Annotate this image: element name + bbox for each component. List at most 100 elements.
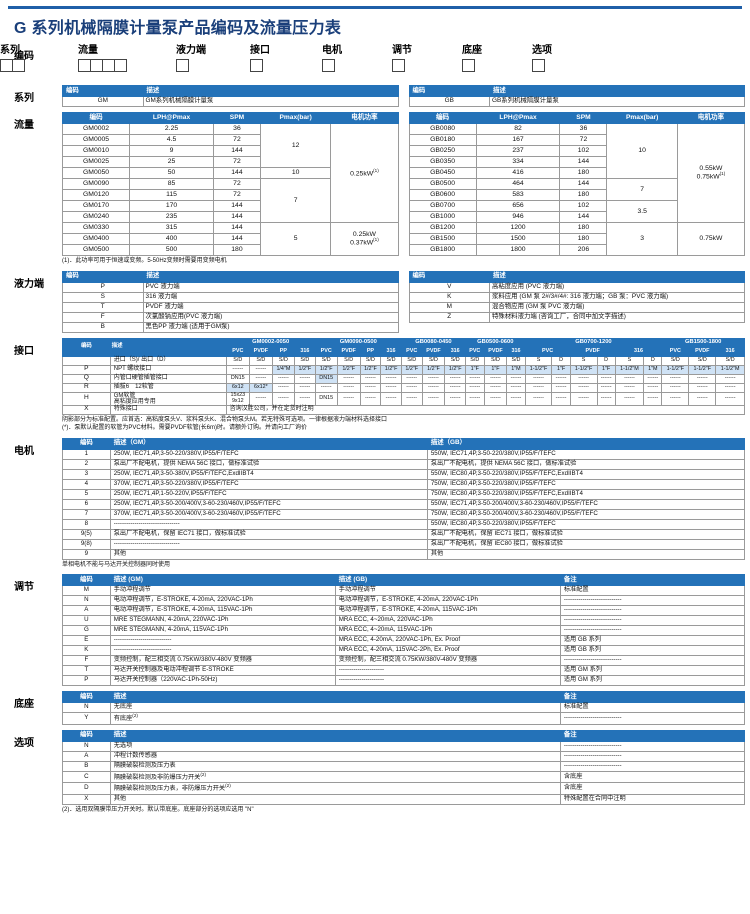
code-segment-label: 调节 [392,45,412,56]
cell-port-size: ------ [715,373,745,384]
code-segment-label: 接口 [250,45,270,56]
code-input-box[interactable] [322,59,335,72]
section-label-series: 系列 [14,93,34,104]
th-remark: 备注 [559,729,746,742]
options-footnote: (2)．选用双隔膜带压力开关时。默认带底座。底座部分的选项应选用 "N" [62,806,254,813]
cell-code: Y [62,712,111,725]
code-segment-label: 底座 [462,45,482,56]
cell-port-size: ------ [551,373,571,384]
th-material: 316 [294,346,316,357]
cell-sd: S/D [400,355,423,366]
cell-desc-gm: 电动冲程调节，E-STROKE, 4-20mA, 220VAC-1Ph [109,595,336,606]
table-row: GB1800 1800 206 [408,244,745,256]
cell-desc-gm: 电动冲程调节，E-STROKE, 4-20mA, 115VAC-1Ph [109,605,336,616]
cell-lph: 946 [475,211,561,223]
cell-port-size: ------ [359,391,382,406]
cell-port-size: ------ [506,382,526,393]
cell-spm: 36 [559,123,608,135]
cell-remark: 适用 GB 系列 [559,635,746,646]
cell-code: GM0330 [61,222,131,234]
adjust-table: 编码 描述 (GM) 描述 (GB) 备注 M 手动冲程调节 手动冲程调节 标准配置 N… [62,574,746,686]
code-segment-4: 电机 [322,41,342,72]
code-input-box[interactable] [392,59,405,72]
table-row: H GM软管 高粘度应用专用 15x23 9x12 ------ ------ ------ D… [62,391,745,406]
cell-code: 8 [62,518,111,530]
cell-desc: 黑色PP 液力端 (适用于GM泵) [142,321,399,333]
code-input-box[interactable] [114,59,127,72]
code-segment-label: 系列 [0,45,20,56]
table-row: GB1200 1200 180 3 0.75kW [408,222,746,256]
code-input-box[interactable] [250,59,263,72]
cell-sd: S/D [380,355,402,366]
section-label-interface: 接口 [14,345,34,357]
cell-lph: 115 [129,189,214,201]
th-flow: LPH@Pmax [475,112,561,124]
code-input-box[interactable] [462,59,475,72]
code-input-box[interactable] [12,59,25,72]
cell-code: 4 [62,478,111,490]
th-material: PVC [314,346,338,357]
th-material: PVC [400,346,423,357]
table-row: GM0170 170 144 [61,200,399,212]
cell-desc: 冲程计数传感器 [109,750,561,762]
cell-sd: S [614,355,645,366]
th-material: 316 [614,346,663,357]
cell-code: C [62,770,111,784]
cell-spm: 180 [559,189,608,201]
th-group: GB0500-0600 [465,337,526,348]
cell-code: GM [62,96,144,107]
interface-table: 编码 描述 GM0002-0050 GM0090-0500 GB0080-0450 GB0… [62,337,746,415]
table-row: GM0050 50 144 10 [61,167,399,179]
th-flow: 编码 [408,112,477,124]
cell-port-size: DN15 [314,373,338,384]
cell-code: GB0250 [408,145,477,157]
cell-code: V [408,281,491,293]
cell-special-note: 咨询汉胜公司，并在定货时注明 [225,404,746,415]
cell-remark: ---------------------------- [559,750,746,762]
cell-code: P [62,281,144,293]
liquid-end-gb-table: 编码 描述 V 高粘度应用 (PVC 液力端) K 浆料应用 (GM 泵 2#/3#/… [408,270,745,323]
table-row: GM0330 315 144 5 0.25kW 0.37kW(1) [61,222,399,256]
table-row: E ---------------------------- MRA ECC, 4-… [62,635,746,646]
cell-port-size: ------ [551,391,571,406]
th-material: PVC [524,346,571,357]
table-row: X 其他 特殊配置在合同中注明 [62,793,746,805]
cell-desc: 隔膜破裂检测及非防爆压力开关(2) [109,770,561,784]
cell-code: K [62,645,111,656]
cell-port-size: 15x23 9x12 [225,391,250,406]
cell-sd: S/D [314,355,338,366]
code-input-box[interactable] [176,59,189,72]
cell-desc: 次氯酸钠应用(PVC 液力端) [142,311,399,323]
section-base: 底座 编码 描述 备注 N 无底座 标准配置 Y 有底座(2) -------------… [0,691,750,725]
th-material: PP [271,346,296,357]
cell-port-size: ------ [444,373,467,384]
flow-gm-table: 编码 LPH@Pmax SPM Pmax(bar) 电机功率 GM0002 2.25 36 12… [61,112,399,256]
cell-port-size: ------ [421,382,446,393]
cell-code: 1 [62,448,111,460]
cell-spm: 36 [212,123,261,135]
cell-sd: S [569,355,598,366]
th-material: 316 [444,346,467,357]
cell-desc: 浆料应用 (GM 泵 2#/3#/4#: 316 液力端；GB 泵：PVC 液力… [489,291,745,303]
cell-desc-gb: 550W, IEC80,4P,3-50-220/380V,IP55/F/TEFC… [426,468,746,480]
cell-lph: 464 [475,178,561,190]
th-code: 编码 [408,270,491,283]
th-flow: 编码 [61,112,131,124]
cell-lph: 85 [129,178,214,190]
table-row: GB0500 464 144 7 [408,178,745,201]
cell-port-size: ------ [380,391,402,406]
cell-pmax: 3 [606,222,678,256]
cell-remark: 适用 GB 系列 [559,645,746,656]
th-material: PVDF [421,346,446,357]
th-remark: 备注 [559,691,746,703]
code-input-box[interactable] [532,59,545,72]
cell-port-size: ------ [661,391,690,406]
code-segment-3: 接口 [250,41,270,72]
cell-spm: 144 [212,233,261,245]
cell-code: GM0025 [61,156,131,168]
th-material: PVC [465,346,485,357]
table-row: P NPT 螺纹接口 ------ ------ 1/4"M 1/2"F 1/2"F 1/2"… [62,364,745,375]
cell-remark: ---------------------------- [559,615,746,626]
cell-code: GB [408,96,491,107]
cell-remark: 含底座 [559,782,746,795]
